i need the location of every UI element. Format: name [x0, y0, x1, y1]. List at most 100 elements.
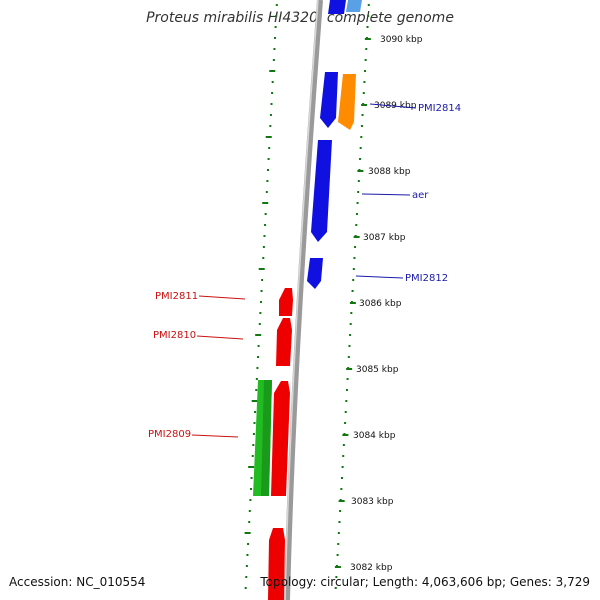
ring-dot — [271, 92, 274, 94]
ring-dot — [255, 334, 262, 336]
gene-blue-1 — [320, 72, 338, 128]
ring-dot — [258, 268, 265, 270]
ring-dot — [249, 499, 252, 501]
ring-dot — [258, 323, 261, 325]
ring-dot — [250, 477, 253, 479]
ring-dot — [349, 323, 352, 325]
ring-tick — [349, 302, 356, 304]
tick-label: 3090 kbp — [380, 35, 423, 45]
ring-dot — [350, 312, 353, 314]
tick-label: 3083 kbp — [351, 497, 394, 507]
genome-summary-text: Topology: circular; Length: 4,063,606 bp… — [260, 575, 590, 589]
ring-dot — [249, 488, 252, 490]
ring-dot — [365, 48, 368, 50]
ring-dot — [270, 103, 273, 105]
gene-blue-top — [328, 0, 346, 14]
ring-dot — [334, 587, 337, 589]
ring-dot — [248, 466, 255, 468]
ring-dot — [275, 4, 278, 6]
ring-dot — [347, 356, 350, 358]
ring-dot — [362, 92, 365, 94]
ring-dot — [357, 180, 360, 182]
tick-labels: 3090 kbp 3089 kbp 3088 kbp 3087 kbp 3086… — [350, 35, 423, 573]
ring-dot — [356, 202, 359, 204]
ring-dot — [269, 70, 276, 72]
ring-dot — [275, 15, 278, 17]
ring-dot — [268, 147, 271, 149]
tick-label: 3082 kbp — [350, 563, 393, 573]
ring-dot — [273, 48, 276, 50]
ring-dot — [345, 400, 348, 402]
ring-dot — [355, 213, 358, 215]
gene-red-2811 — [279, 288, 293, 316]
ring-dot — [367, 4, 370, 6]
ring-dot — [340, 477, 343, 479]
ring-dot — [257, 356, 260, 358]
ring-dot — [360, 136, 363, 138]
ring-dot — [244, 587, 247, 589]
leader-PMI2810 — [196, 335, 244, 340]
genome-backbone — [284, 0, 323, 600]
ring-dot — [344, 411, 347, 413]
ring-dot — [367, 15, 370, 17]
ring-dot — [342, 444, 345, 446]
ring-dot — [274, 26, 277, 28]
ring-dot — [346, 378, 349, 380]
leader-PMI2811 — [198, 295, 246, 300]
ring-dot — [271, 81, 274, 83]
tick-label: 3085 kbp — [356, 365, 399, 375]
ring-dot — [352, 279, 355, 281]
gene-label-PMI2811: PMI2811 — [155, 291, 198, 302]
ring-dot — [355, 224, 358, 226]
ring-dot — [259, 312, 262, 314]
ring-dot — [361, 114, 364, 116]
ring-dot — [245, 576, 248, 578]
gene-label-aer: aer — [412, 190, 429, 201]
ring-tick — [342, 434, 349, 436]
tick-label: 3086 kbp — [359, 299, 402, 309]
ring-dot — [261, 279, 264, 281]
ring-dot — [248, 510, 251, 512]
leader-aer — [361, 193, 411, 196]
ring-dot — [245, 565, 248, 567]
gene-label-PMI2810: PMI2810 — [153, 330, 196, 341]
ring-dot — [255, 378, 258, 380]
ring-dot — [349, 334, 352, 336]
ring-dot — [348, 345, 351, 347]
tick-label: 3087 kbp — [363, 233, 406, 243]
tick-label: 3088 kbp — [368, 167, 411, 177]
ring-dot — [269, 125, 272, 127]
dotted-rings — [244, 4, 371, 589]
ring-dot — [262, 202, 269, 204]
ring-dot — [344, 422, 347, 424]
ring-dot — [266, 180, 269, 182]
ring-dot — [336, 554, 339, 556]
ring-dot — [263, 235, 266, 237]
ring-dot — [272, 59, 275, 61]
ring-dot — [338, 521, 341, 523]
gene-red-2809 — [271, 381, 290, 496]
ring-dot — [251, 455, 254, 457]
ring-dot — [339, 510, 342, 512]
ring-dot — [357, 191, 360, 193]
ring-tick — [364, 38, 371, 40]
accession-text: Accession: NC_010554 — [9, 575, 146, 589]
ring-dot — [251, 400, 258, 402]
gene-orange — [338, 74, 356, 130]
ring-dot — [244, 532, 251, 534]
ring-dot — [265, 191, 268, 193]
ring-dot — [359, 158, 362, 160]
ring-tick — [353, 236, 360, 238]
ring-dot — [360, 125, 363, 127]
ring-dot — [266, 169, 269, 171]
leader-PMI2814 — [369, 103, 417, 109]
ring-dot — [363, 81, 366, 83]
ring-dot — [274, 37, 277, 39]
ring-dot — [341, 466, 344, 468]
ring-dot — [264, 224, 267, 226]
gene-red-bottom — [268, 528, 285, 600]
ring-dot — [340, 488, 343, 490]
gene-green-shade — [261, 380, 272, 496]
ring-dot — [359, 147, 362, 149]
